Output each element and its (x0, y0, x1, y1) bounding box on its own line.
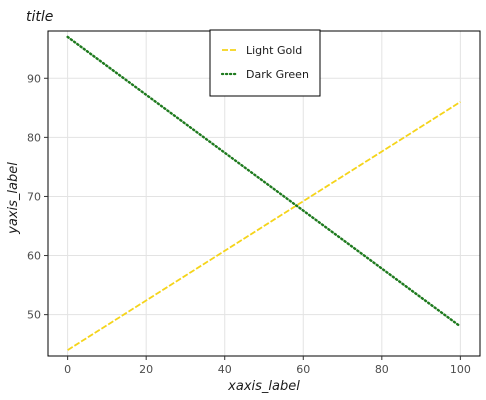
x-axis-ticks: 0 20 40 60 80 100 (64, 356, 471, 376)
chart-title: title (26, 9, 53, 25)
x-tick-label-20: 20 (139, 363, 153, 376)
series-line-dark-green (66, 35, 462, 328)
legend: Light Gold Dark Green (209, 29, 321, 97)
x-tick-label-60: 60 (296, 363, 310, 376)
series-lines (66, 35, 462, 351)
x-tick-label-40: 40 (218, 363, 232, 376)
series-line-light-gold (67, 101, 461, 351)
y-axis-ticks: 50 60 70 80 90 (27, 72, 48, 322)
x-axis-label: xaxis_label (227, 379, 300, 394)
y-tick-label-60: 60 (27, 250, 41, 263)
y-tick-label-70: 70 (27, 190, 41, 203)
legend-label-light-gold: Light Gold (246, 44, 302, 57)
y-tick-label-50: 50 (27, 309, 41, 322)
legend-label-dark-green: Dark Green (246, 68, 309, 81)
x-tick-label-0: 0 (64, 363, 71, 376)
y-axis-label: yaxis_label (6, 162, 21, 235)
y-tick-label-90: 90 (27, 72, 41, 85)
legend-box (209, 29, 321, 97)
y-tick-label-80: 80 (27, 131, 41, 144)
x-tick-label-100: 100 (450, 363, 471, 376)
x-tick-label-80: 80 (375, 363, 389, 376)
